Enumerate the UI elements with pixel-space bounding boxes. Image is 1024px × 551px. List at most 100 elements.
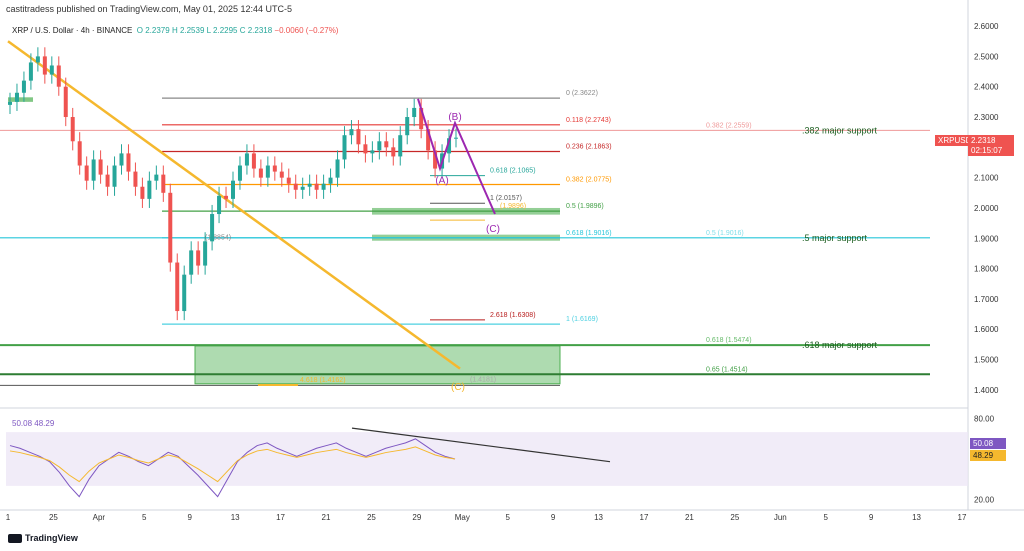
x-tick-label: 17 <box>276 513 285 522</box>
candle-body <box>154 174 159 181</box>
x-tick-label: 21 <box>322 513 331 522</box>
x-tick-label: Jun <box>774 513 787 522</box>
rsi-legend: 50.08 48.29 <box>12 419 55 428</box>
x-tick-label: 13 <box>594 513 603 522</box>
candle-body <box>28 62 33 81</box>
y-tick-label: 1.8000 <box>974 265 999 274</box>
downtrend-line <box>7 40 461 370</box>
candle-body <box>77 141 82 166</box>
support-note: .382 major support <box>802 125 878 135</box>
candle-body <box>258 168 263 178</box>
wave-label: (C) <box>451 382 465 393</box>
candle-body <box>377 141 382 151</box>
fib-extra-label: (1.8854) <box>205 235 231 242</box>
ohlc-change: −0.0060 (−0.27%) <box>274 26 339 35</box>
y-tick-label: 1.6000 <box>974 325 999 334</box>
fib-level-label: 0.618 (1.9016) <box>566 230 612 237</box>
candle-body <box>217 195 222 215</box>
symbol-description[interactable]: XRP / U.S. Dollar · 4h · BINANCE <box>12 26 133 35</box>
candle-body <box>8 101 12 105</box>
candle-body <box>126 153 131 172</box>
rsi-divergence-line <box>351 427 611 463</box>
x-tick-label: 21 <box>685 513 694 522</box>
y-tick-label: 1.4000 <box>974 386 999 395</box>
candle-body <box>405 117 410 136</box>
candle-body <box>105 174 110 187</box>
wave-label: (A) <box>435 176 448 187</box>
candle-body <box>98 159 103 175</box>
support-note: .618 major support <box>802 340 878 350</box>
candle-body <box>133 171 138 187</box>
y-tick-label: 2.4000 <box>974 83 999 92</box>
rsi-y-tick: 80.00 <box>974 415 995 424</box>
candle-body <box>42 56 47 75</box>
candle-body <box>363 144 368 154</box>
x-tick-label: 17 <box>958 513 967 522</box>
y-tick-label: 1.7000 <box>974 295 999 304</box>
fib-extra-label: 4.618 (1.4162) <box>300 377 346 384</box>
x-tick-label: 17 <box>640 513 649 522</box>
candle-body <box>272 165 277 172</box>
candle-body <box>314 183 319 190</box>
x-tick-label: Apr <box>93 513 106 522</box>
ohlc-low: L 2.2295 <box>206 26 238 35</box>
publisher-line: castitradess published on TradingView.co… <box>6 4 292 14</box>
tradingview-brand[interactable]: TradingView <box>8 533 78 543</box>
candle-body <box>293 183 298 190</box>
candle-body <box>412 107 417 118</box>
wave-label: (B) <box>448 112 461 123</box>
y-tick-label: 1.5000 <box>974 356 999 365</box>
candle-body <box>349 129 354 136</box>
y-tick-label: 2.5000 <box>974 52 999 61</box>
candle-body <box>328 177 333 184</box>
support-note: .5 major support <box>802 233 868 243</box>
candle-body <box>384 141 389 148</box>
x-tick-label: 25 <box>367 513 376 522</box>
fib-level-label: 0.5 (1.9896) <box>566 203 604 210</box>
candle-body <box>21 80 26 93</box>
candle-body <box>237 165 242 181</box>
candle-body <box>286 177 291 184</box>
fib-level-label: 0.382 (2.0775) <box>566 176 612 183</box>
x-tick-label: 5 <box>823 513 828 522</box>
ohlc-open: O 2.2379 <box>136 26 170 35</box>
wave-label: (C) <box>486 224 500 235</box>
candle-body <box>140 186 145 199</box>
candle-body <box>231 180 235 199</box>
candle-body <box>189 250 194 275</box>
fib-extra-label: 0.65 (1.4514) <box>706 366 748 373</box>
x-tick-label: 5 <box>142 513 147 522</box>
rsi-ma-line <box>9 446 456 483</box>
fib-level-label: 0 (2.3622) <box>566 90 598 97</box>
candle-body <box>147 180 152 199</box>
candle-body <box>49 65 54 75</box>
rsi-line <box>9 438 456 498</box>
fib-extra-label: (1.9896) <box>500 203 526 210</box>
rsi-ma-tag: 48.29 <box>970 450 1006 461</box>
candle-body <box>244 153 249 166</box>
candle-body <box>335 159 340 178</box>
candle-body <box>14 92 19 102</box>
x-tick-label: 5 <box>505 513 510 522</box>
x-tick-label: 9 <box>551 513 556 522</box>
candle-body <box>370 150 375 154</box>
fib-level-label: 0.236 (2.1863) <box>566 143 612 150</box>
bar-timer-tag: 02:15:07 <box>968 145 1014 156</box>
fib-extra-label: 2.618 (1.6308) <box>490 312 536 319</box>
candle-body <box>356 129 361 145</box>
rsi-y-tick: 20.00 <box>974 495 995 504</box>
x-tick-label: 9 <box>187 513 192 522</box>
candle-body <box>84 165 89 181</box>
ohlc-high: H 2.2539 <box>171 26 205 35</box>
candle-body <box>224 195 229 199</box>
fib-extra-label: 0.618 (1.5474) <box>706 337 752 344</box>
candle-body <box>196 250 201 266</box>
candle-body <box>161 174 166 193</box>
candle-body <box>433 150 438 169</box>
candle-body <box>265 165 270 178</box>
last-price-tag: 2.2318 <box>968 135 1014 146</box>
ohlc-close: C 2.2318 <box>239 26 273 35</box>
rsi-band <box>6 432 968 486</box>
candle-body <box>321 183 326 190</box>
